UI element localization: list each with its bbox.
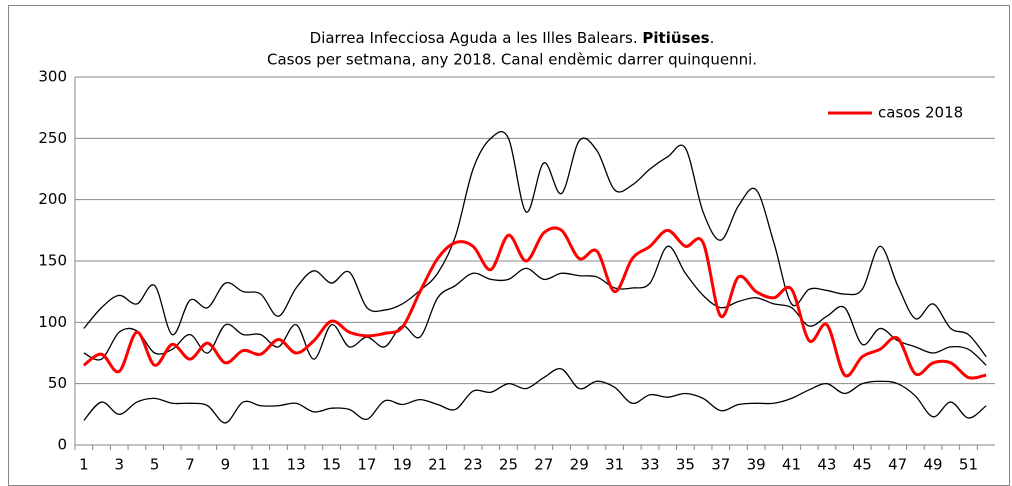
x-tick-label: 39 — [747, 456, 766, 474]
x-tick-label: 37 — [711, 456, 730, 474]
x-tick-label: 13 — [287, 456, 306, 474]
x-tick-label: 47 — [888, 456, 907, 474]
y-tick-label: 0 — [57, 436, 67, 454]
x-tick-label: 41 — [782, 456, 801, 474]
title-end: . — [710, 29, 715, 47]
x-tick-label: 5 — [150, 456, 160, 474]
chart-frame — [8, 5, 1010, 486]
title-bold: Pitiüses — [642, 29, 709, 47]
series-line — [82, 226, 987, 380]
chart-title: Diarrea Infecciosa Aguda a les Illes Bal… — [310, 29, 715, 47]
y-tick-label: 150 — [38, 252, 67, 270]
x-tick-label: 25 — [499, 456, 518, 474]
x-tick-label: 11 — [251, 456, 270, 474]
series-line — [83, 130, 987, 358]
x-tick-label: 23 — [464, 456, 483, 474]
x-tick-label: 45 — [853, 456, 872, 474]
x-tick-label: 43 — [817, 456, 836, 474]
x-tick-label: 17 — [357, 456, 376, 474]
y-tick-label: 300 — [38, 68, 67, 86]
y-tick-label: 50 — [48, 374, 67, 392]
legend-label: casos 2018 — [878, 104, 963, 122]
x-tick-label: 35 — [676, 456, 695, 474]
x-tick-label: 49 — [924, 456, 943, 474]
x-tick-label: 31 — [605, 456, 624, 474]
series-line — [83, 368, 987, 424]
x-tick-label: 9 — [221, 456, 231, 474]
y-tick-label: 100 — [38, 313, 67, 331]
x-tick-label: 21 — [428, 456, 447, 474]
title-text: Diarrea Infecciosa Aguda a les Illes Bal… — [310, 29, 638, 47]
x-tick-label: 33 — [640, 456, 659, 474]
y-tick-label: 250 — [38, 129, 67, 147]
x-tick-label: 51 — [959, 456, 978, 474]
series-line — [83, 245, 987, 366]
x-tick-label: 27 — [534, 456, 553, 474]
x-tick-label: 19 — [393, 456, 412, 474]
y-tick-label: 200 — [38, 190, 67, 208]
x-tick-label: 15 — [322, 456, 341, 474]
x-tick-label: 1 — [79, 456, 89, 474]
x-tick-label: 29 — [570, 456, 589, 474]
x-tick-label: 3 — [114, 456, 124, 474]
chart-subtitle: Casos per setmana, any 2018. Canal endèm… — [267, 51, 757, 69]
x-tick-label: 7 — [185, 456, 195, 474]
